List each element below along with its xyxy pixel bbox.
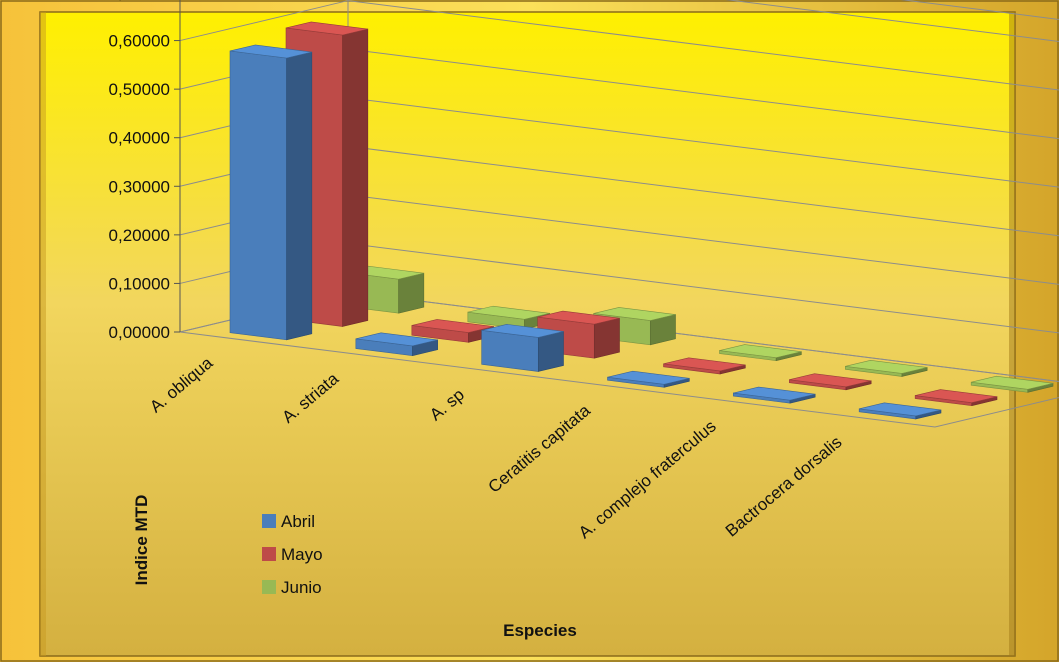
y-tick-label: 0,40000 — [109, 129, 170, 148]
bar-side-face — [398, 272, 425, 314]
legend-label: Mayo — [281, 545, 323, 564]
legend-swatch — [262, 580, 276, 594]
y-tick-label: 0,50000 — [109, 80, 170, 99]
y-tick-label: 0,10000 — [109, 274, 170, 293]
bar-top-face — [915, 389, 998, 403]
bar-abril-3 — [607, 370, 690, 388]
x-axis-title: Especies — [503, 621, 577, 640]
y-tick-label: 0,70000 — [109, 0, 170, 2]
bar-abril-0 — [229, 44, 313, 341]
bar-top-face — [663, 357, 746, 372]
bar-junio-5 — [970, 375, 1054, 393]
gridline — [179, 0, 1059, 91]
bar-top-face — [607, 370, 690, 385]
y-tick-label: 0,20000 — [109, 226, 170, 245]
y-tick-label: 0,60000 — [109, 32, 170, 51]
legend-swatch — [262, 547, 276, 561]
bar-top-face — [593, 307, 676, 321]
bar-top-face — [467, 305, 550, 320]
bar-mayo-5 — [914, 389, 998, 407]
bar-junio-4 — [845, 360, 928, 377]
bar-top-face — [733, 386, 816, 401]
bar-mayo-4 — [789, 373, 872, 391]
bar-top-face — [845, 360, 928, 374]
bar-abril-4 — [733, 386, 816, 404]
bar-top-face — [229, 44, 312, 59]
bar-side-face — [593, 317, 620, 359]
bar-top-face — [859, 402, 942, 417]
bar-front-face — [229, 50, 287, 341]
legend-swatch — [262, 514, 276, 528]
legend-label: Abril — [281, 512, 315, 531]
bar-abril-5 — [858, 402, 942, 420]
bar-top-face — [481, 324, 564, 338]
bar-abril-1 — [355, 332, 438, 357]
inner-edge-left — [40, 12, 46, 656]
bar-abril-2 — [481, 324, 564, 372]
inner-edge-right — [1009, 12, 1015, 656]
y-tick-label: 0,30000 — [109, 177, 170, 196]
bars-group — [229, 21, 1054, 420]
bar-mayo-2 — [537, 310, 620, 359]
y-tick-label: 0,00000 — [109, 323, 170, 342]
legend-label: Junio — [281, 578, 322, 597]
bar-top-face — [789, 373, 872, 388]
bar-side-face — [537, 331, 564, 372]
bar-mayo-3 — [663, 357, 746, 375]
bar-junio-3 — [719, 344, 802, 362]
bar-top-face — [719, 344, 802, 358]
bar-top-face — [971, 375, 1054, 390]
y-axis-ticks: 0,00000 0,10000 0,20000 0,30000 0,40000 0,500… — [109, 0, 181, 342]
bar-mayo-1 — [411, 319, 494, 343]
bar-top-face — [537, 310, 620, 325]
gridline — [725, 0, 1059, 42]
y-axis-title: Indice MTD — [132, 495, 151, 586]
bar-side-face — [342, 28, 369, 327]
bar-side-face — [286, 51, 313, 341]
bar-top-face — [411, 319, 494, 333]
legend: Abril Mayo Junio — [262, 512, 323, 597]
bar-top-face — [355, 332, 438, 347]
bar-top-face — [285, 21, 368, 36]
